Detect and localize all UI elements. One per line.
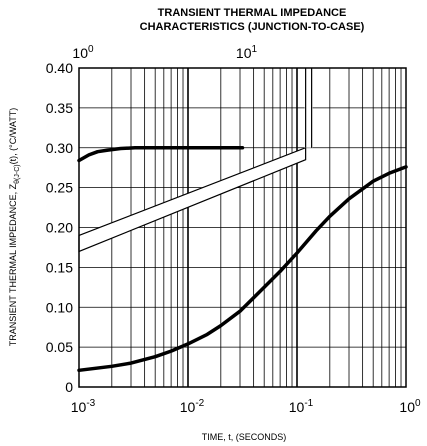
y-tick-label: 0.40 <box>46 60 73 76</box>
x-tick-label: 10-1 <box>289 398 314 415</box>
break-gap-fill <box>304 66 313 148</box>
tick-base: 10 <box>71 399 87 415</box>
tick-exponent: -2 <box>195 398 204 409</box>
top-axis-tick-labels: 100 101 <box>72 44 257 61</box>
top-tick-label: 101 <box>236 44 258 61</box>
impedance-curve <box>77 165 408 373</box>
tick-base: 10 <box>289 399 305 415</box>
tick-exponent: -1 <box>304 398 313 409</box>
data-series <box>77 146 408 373</box>
tick-exponent: 1 <box>252 44 258 55</box>
grid-lines <box>79 67 406 388</box>
chart-subtitle: CHARACTERISTICS (JUNCTION-TO-CASE) <box>140 21 365 33</box>
y-tick-label: 0.15 <box>46 259 73 275</box>
y-tick-label: 0.35 <box>46 100 73 116</box>
y-tick-labels: 0 0.05 0.10 0.15 0.20 0.25 0.30 0.35 0.40 <box>46 60 73 395</box>
tick-base: 10 <box>72 45 88 61</box>
x-tick-labels: 10-3 10-2 10-1 100 <box>71 398 421 415</box>
y-tick-label: 0 <box>65 379 73 395</box>
x-tick-label: 100 <box>399 398 421 415</box>
y-tick-label: 0.25 <box>46 180 73 196</box>
chart-title: TRANSIENT THERMAL IMPEDANCE <box>158 7 347 19</box>
tick-base: 10 <box>236 45 252 61</box>
break-band-diagonal <box>78 146 307 253</box>
y-axis-label: TRANSIENT THERMAL IMPEDANCE, Zθ(J-C)(t),… <box>8 108 21 346</box>
y-tick-label: 0.20 <box>46 220 73 236</box>
y-axis-label-subscript: θ(J-C) <box>14 164 21 183</box>
y-tick-label: 0.30 <box>46 140 73 156</box>
y-tick-label: 0.10 <box>46 299 73 315</box>
impedance-curve-top-scale <box>77 146 245 163</box>
plot-frame <box>78 67 407 388</box>
x-tick-label: 10-2 <box>180 398 205 415</box>
x-tick-label: 10-3 <box>71 398 96 415</box>
tick-base: 10 <box>399 399 415 415</box>
top-tick-label: 100 <box>72 44 94 61</box>
y-axis-label-tail: (t), (°C/WATT) <box>8 108 18 165</box>
x-axis-label: TIME, t, (SECONDS) <box>202 432 287 442</box>
axis-break-bands <box>78 66 313 253</box>
tick-exponent: 0 <box>415 398 421 409</box>
y-tick-label: 0.05 <box>46 339 73 355</box>
tick-base: 10 <box>180 399 196 415</box>
tick-exponent: 0 <box>88 44 94 55</box>
y-axis-label-main: TRANSIENT THERMAL IMPEDANCE, Z <box>8 183 18 346</box>
tick-exponent: -3 <box>86 398 95 409</box>
